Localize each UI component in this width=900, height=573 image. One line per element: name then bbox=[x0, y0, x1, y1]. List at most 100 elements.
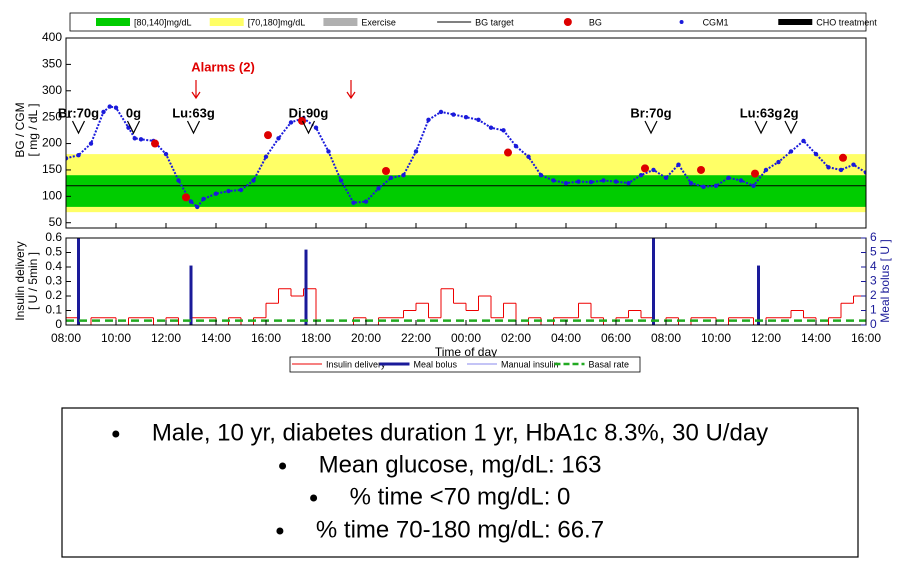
cgm-point bbox=[101, 109, 106, 115]
y2-tick-label: 0 bbox=[870, 317, 877, 331]
cgm-point bbox=[838, 167, 844, 173]
legend-label: BG bbox=[589, 17, 602, 27]
cgm-point bbox=[276, 136, 281, 141]
cgm-point bbox=[738, 178, 744, 183]
cho-label: 2g bbox=[783, 105, 798, 120]
cgm-point bbox=[651, 167, 656, 173]
cgm-point bbox=[107, 104, 112, 109]
cgm-point bbox=[463, 114, 469, 120]
bg-point bbox=[382, 167, 390, 175]
cgm-point bbox=[66, 156, 69, 161]
bg-point bbox=[182, 193, 190, 202]
x-tick-label: 18:00 bbox=[301, 331, 331, 345]
y2-tick-label: 3 bbox=[870, 274, 877, 288]
legend-swatch bbox=[323, 18, 358, 26]
cgm-point bbox=[426, 117, 431, 123]
cgm-point bbox=[776, 159, 781, 165]
note-line: Male, 10 yr, diabetes duration 1 yr, HbA… bbox=[152, 419, 768, 446]
cgm-point bbox=[488, 125, 494, 130]
cgm-point bbox=[176, 178, 181, 183]
bg-point bbox=[504, 148, 512, 157]
legend-swatch bbox=[96, 18, 130, 26]
x-tick-label: 16:00 bbox=[851, 331, 881, 345]
meal-bolus-bar bbox=[189, 265, 193, 325]
cgm-point bbox=[751, 183, 756, 188]
y-tick-label: 0.2 bbox=[45, 288, 62, 302]
cho-label: Lu:63g bbox=[172, 105, 215, 120]
cgm-point bbox=[638, 173, 644, 178]
cgm-point bbox=[401, 173, 406, 178]
y2-axis-label: Meal bolus [ U ] bbox=[878, 239, 892, 322]
cgm-point bbox=[132, 136, 137, 141]
x-tick-label: 16:00 bbox=[251, 331, 281, 345]
cgm-point bbox=[501, 128, 506, 133]
y-tick-label: 200 bbox=[42, 136, 62, 150]
y2-tick-label: 6 bbox=[870, 230, 877, 244]
legend-label: Insulin delivery bbox=[326, 359, 386, 369]
x-tick-label: 10:00 bbox=[701, 331, 731, 345]
note-line: % time <70 mg/dL: 0 bbox=[350, 483, 571, 510]
bullet bbox=[310, 494, 318, 502]
y-axis-label: Insulin delivery bbox=[13, 241, 27, 320]
note-line: % time 70-180 mg/dL: 66.7 bbox=[316, 516, 604, 543]
cho-marker bbox=[754, 120, 768, 135]
legend-label: Manual insulin bbox=[501, 359, 559, 369]
meal-bolus-bar bbox=[77, 238, 80, 325]
cgm-point bbox=[195, 204, 200, 210]
legend-swatch bbox=[209, 18, 244, 26]
cho-label: Br:70g bbox=[58, 105, 99, 120]
y-tick-label: 0.5 bbox=[45, 245, 62, 259]
y-tick-label: 350 bbox=[42, 57, 62, 71]
cgm-point bbox=[601, 178, 606, 183]
cgm-point bbox=[113, 105, 119, 110]
legend-swatch bbox=[778, 19, 813, 25]
cho-label: Di:90g bbox=[289, 105, 329, 120]
legend-label: Basal rate bbox=[589, 359, 630, 369]
cgm-point bbox=[138, 137, 144, 142]
cgm-point bbox=[376, 186, 381, 191]
cgm-point bbox=[813, 151, 819, 157]
cgm-point bbox=[588, 179, 594, 185]
x-tick-label: 12:00 bbox=[151, 331, 181, 345]
x-tick-label: 00:00 bbox=[451, 331, 481, 345]
cgm-point bbox=[163, 151, 169, 157]
cgm-point bbox=[538, 173, 544, 178]
cgm-point bbox=[476, 117, 481, 123]
cgm-point bbox=[551, 178, 556, 183]
cgm-point bbox=[351, 200, 356, 205]
cgm-point bbox=[726, 175, 731, 181]
x-tick-label: 14:00 bbox=[201, 331, 231, 345]
cgm-point bbox=[251, 178, 256, 183]
x-tick-label: 04:00 bbox=[551, 331, 581, 345]
bullet bbox=[112, 430, 120, 438]
y-axis-label: [ mg / dL ] bbox=[26, 104, 40, 157]
cgm-point bbox=[713, 183, 719, 188]
cgm-point bbox=[76, 152, 81, 158]
cgm-point bbox=[526, 154, 531, 159]
plot-frame bbox=[65, 237, 867, 326]
y-tick-label: 0.6 bbox=[45, 230, 62, 244]
bg-point bbox=[697, 165, 705, 174]
y-tick-label: 50 bbox=[49, 215, 63, 229]
alarm-arrow bbox=[346, 80, 356, 100]
cgm-point bbox=[126, 125, 131, 130]
cgm-point bbox=[363, 199, 369, 204]
glucose-plot bbox=[66, 104, 866, 213]
cho-marker bbox=[784, 120, 798, 135]
y-tick-label: 0.4 bbox=[45, 259, 62, 273]
cgm-point bbox=[663, 175, 669, 181]
cgm-point bbox=[338, 178, 344, 183]
cgm-point bbox=[288, 120, 294, 125]
y2-tick-label: 2 bbox=[870, 288, 877, 302]
cgm-point bbox=[701, 184, 706, 190]
legend-label: [80,140]mg/dL bbox=[134, 17, 192, 27]
cgm-point bbox=[688, 180, 694, 186]
y-tick-label: 150 bbox=[42, 162, 62, 176]
y2-tick-label: 5 bbox=[870, 245, 877, 259]
legend-label: CGM1 bbox=[703, 17, 729, 27]
x-tick-label: 10:00 bbox=[101, 331, 131, 345]
cho-marker bbox=[644, 120, 658, 135]
cgm-point bbox=[413, 149, 419, 154]
legend-swatch bbox=[563, 18, 572, 26]
bullet bbox=[279, 462, 287, 470]
